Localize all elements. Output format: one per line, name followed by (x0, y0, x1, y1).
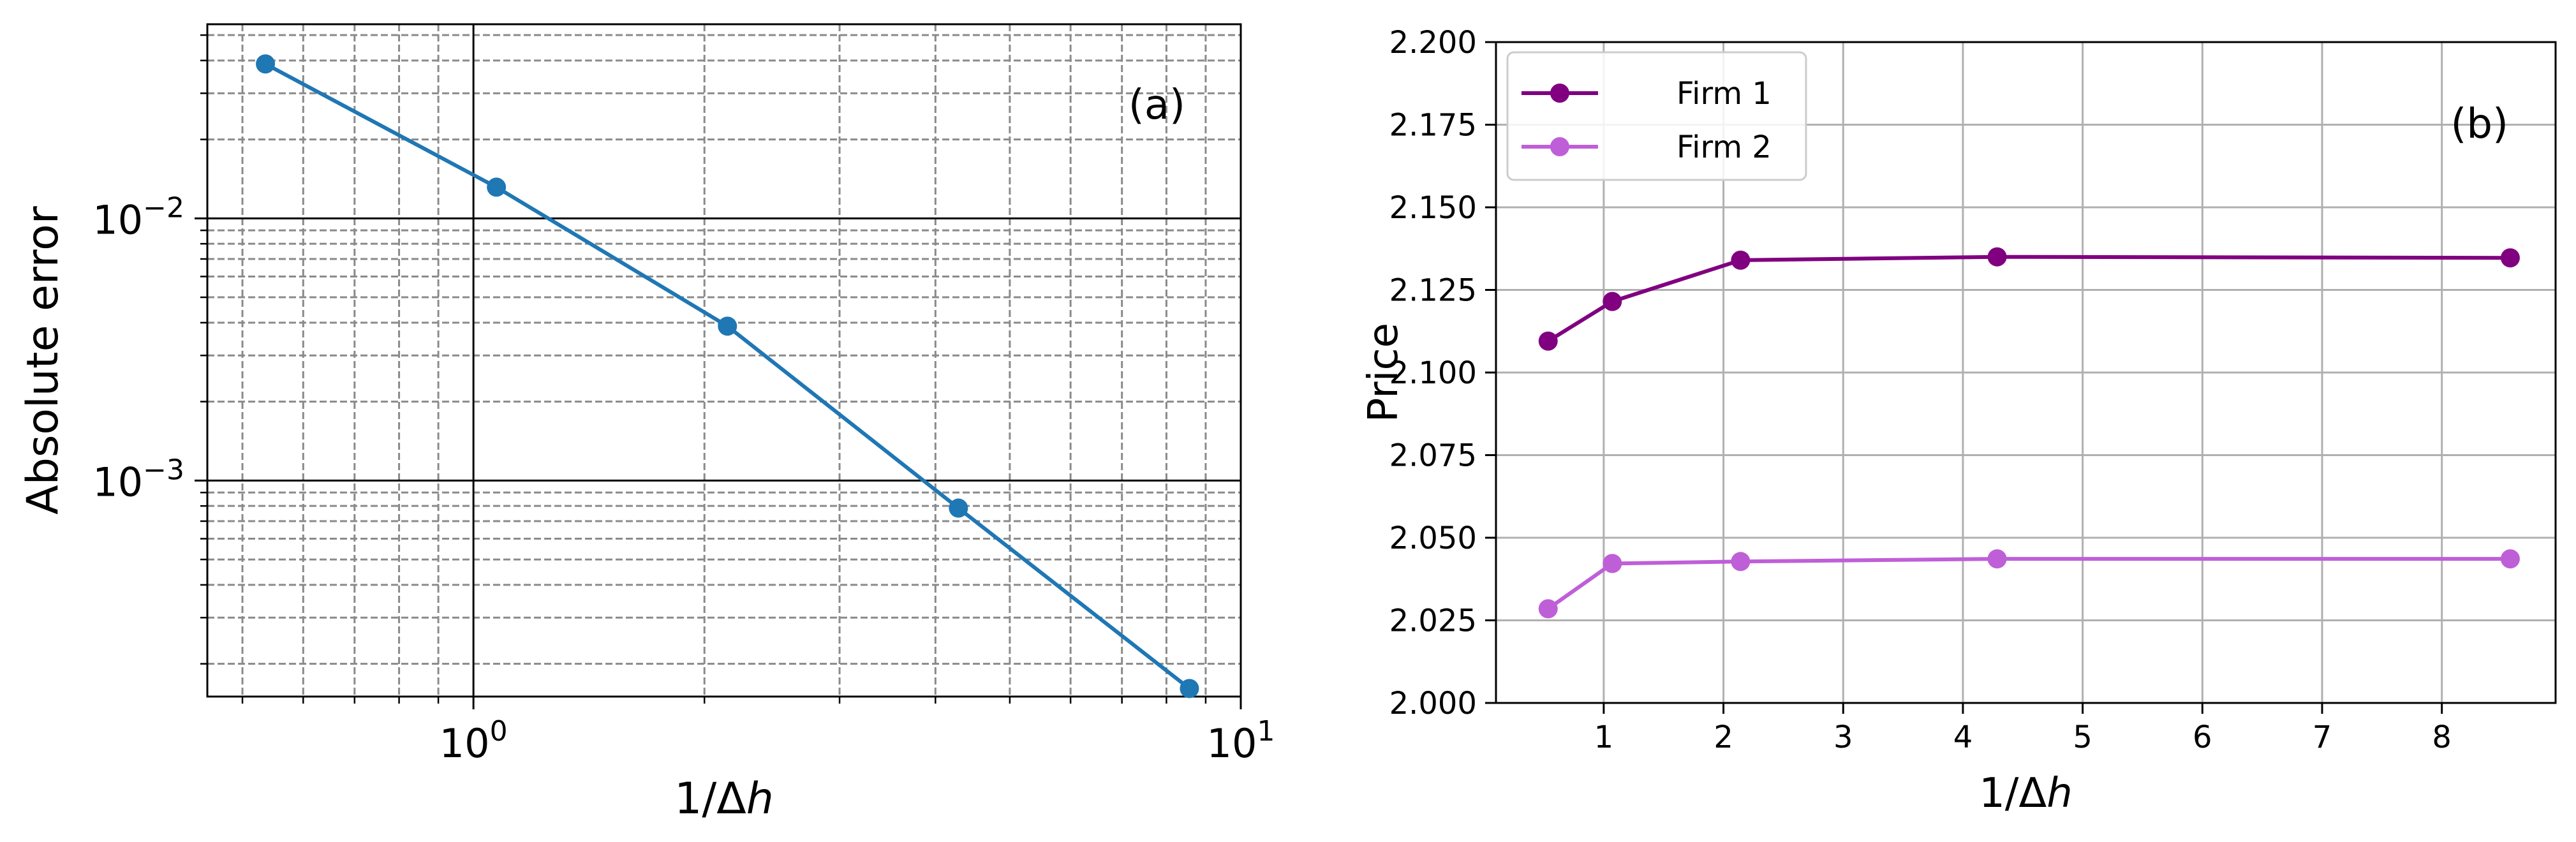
data-point-firm-1 (1538, 331, 1558, 351)
data-point-firm-1 (1603, 292, 1622, 311)
x-axis-label: 1/Δh (1979, 770, 2073, 817)
x-tick-label: 101 (1207, 715, 1275, 767)
y-tick-label: 2.200 (1389, 25, 1477, 61)
x-tick-label: 5 (2073, 720, 2092, 755)
y-tick-label: 2.100 (1389, 355, 1477, 391)
y-axis-label: Price (1360, 323, 1407, 422)
x-tick-label: 1 (1594, 720, 1614, 755)
x-axis-label-main: 1/Δ (1979, 770, 2047, 817)
data-point (1180, 679, 1199, 698)
x-tick-base: 10 (440, 720, 490, 767)
y-tick-label: 2.025 (1389, 603, 1477, 639)
x-tick-exponent: 0 (490, 715, 508, 748)
y-tick-exponent: −2 (143, 191, 184, 224)
x-tick-label: 100 (440, 715, 508, 767)
y-tick-base: 10 (93, 459, 143, 505)
x-tick-label: 3 (1833, 720, 1853, 755)
data-point-firm-1 (1987, 247, 2007, 267)
data-point-firm-2 (1987, 549, 2007, 569)
y-axis-label: Absolute error (18, 206, 68, 514)
x-axis-label-italic: h (2047, 770, 2073, 817)
y-tick-label: 2.150 (1389, 190, 1477, 226)
data-point-firm-1 (2500, 248, 2520, 268)
y-tick-label: 2.050 (1389, 521, 1477, 556)
x-tick-base: 10 (1207, 720, 1257, 767)
data-point-firm-1 (1731, 250, 1751, 270)
x-tick-label: 4 (1953, 720, 1973, 755)
y-tick-label: 2.075 (1389, 438, 1477, 474)
x-axis-label-italic: h (746, 774, 774, 824)
legend-marker (1550, 137, 1569, 156)
series-line-firm-2 (1547, 557, 2510, 610)
data-point-firm-2 (2500, 549, 2520, 569)
data-point (949, 498, 968, 518)
data-point (487, 177, 507, 197)
series-line-firm-1 (1547, 255, 2510, 343)
data-point-firm-2 (1731, 552, 1751, 572)
series-line (264, 62, 1191, 690)
legend: Firm 1 Firm 2 (1506, 51, 1807, 181)
y-tick-label: 10−3 (93, 454, 184, 505)
x-tick-label: 2 (1714, 720, 1733, 755)
y-tick-exponent: −3 (143, 454, 184, 486)
data-point-firm-2 (1603, 554, 1622, 573)
chart-panel-b: 1 2 3 4 5 6 7 8 2.000 2.025 2.050 2.075 2.100 2.125 2.… (1360, 25, 2557, 817)
x-axis-label: 1/Δh (674, 774, 774, 824)
panel-label-a: (a) (1129, 82, 1185, 129)
x-tick-label: 7 (2313, 720, 2332, 755)
data-point-firm-2 (1538, 599, 1558, 619)
y-tick-base: 10 (93, 196, 143, 243)
plot-frame (206, 23, 1242, 698)
legend-marker (1550, 84, 1569, 103)
y-tick-label: 10−2 (93, 191, 184, 243)
y-tick-label: 2.175 (1389, 108, 1477, 144)
x-tick-label: 6 (2193, 720, 2212, 755)
legend-label-firm-1: Firm 1 (1677, 76, 1772, 112)
x-axis-label-main: 1/Δ (674, 774, 746, 824)
data-point (256, 54, 276, 74)
data-point (718, 316, 737, 336)
x-tick-exponent: 1 (1257, 715, 1275, 748)
legend-label-firm-2: Firm 2 (1677, 129, 1772, 165)
x-tick-label: 8 (2432, 720, 2452, 755)
panel-label-b: (b) (2450, 101, 2508, 148)
y-tick-label: 2.125 (1389, 273, 1477, 309)
y-tick-label: 2.000 (1389, 686, 1477, 721)
